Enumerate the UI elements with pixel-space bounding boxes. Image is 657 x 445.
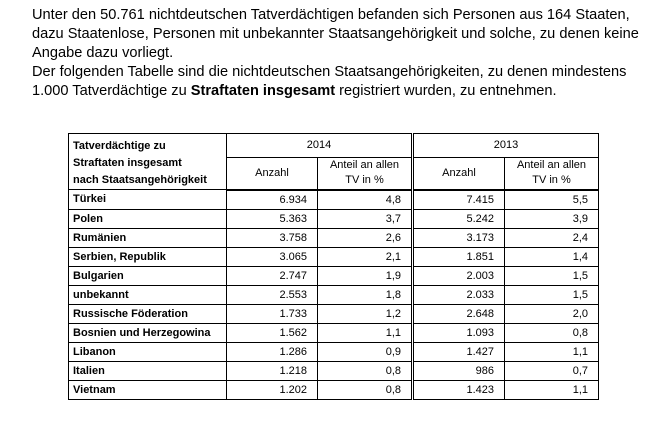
cell: 1,5 xyxy=(504,284,599,305)
cell: 1,1 xyxy=(504,341,599,362)
text: registriert wurden, zu entnehmen. xyxy=(335,83,557,99)
column-header: Anzahl xyxy=(411,156,505,191)
paragraph: Der folgenden Tabelle sind die nichtdeut… xyxy=(32,63,639,101)
cell: 1.286 xyxy=(226,341,318,362)
header-line: TV in % xyxy=(532,174,571,187)
cell: 1,1 xyxy=(504,379,599,400)
cell: 5.363 xyxy=(226,208,318,229)
header-line: TV in % xyxy=(345,174,384,187)
table-row: Russische Föderation 1.733 1,2 2.648 2,0 xyxy=(68,303,599,324)
cell: 5.242 xyxy=(411,208,505,229)
row-label: Russische Föderation xyxy=(68,303,227,324)
header-line: Anteil an allen xyxy=(329,159,400,172)
cell: 1,1 xyxy=(317,322,413,343)
cell: 1.423 xyxy=(411,379,505,400)
text-line: dazu Staatenlose, Personen mit unbekannt… xyxy=(32,26,639,42)
cell: 2.648 xyxy=(411,303,505,324)
row-label: Serbien, Republik xyxy=(68,246,227,267)
cell: 4,8 xyxy=(317,189,413,210)
text: 1.000 Tatverdächtige zu xyxy=(32,83,191,99)
cell: 2.553 xyxy=(226,284,318,305)
row-label: Bosnien und Herzegowina xyxy=(68,322,227,343)
header-line: Anteil an allen xyxy=(516,159,587,172)
header-row: Tatverdächtige zu Straftaten insgesamt nac… xyxy=(68,133,599,190)
row-header: Tatverdächtige zu Straftaten insgesamt nac… xyxy=(68,133,227,190)
cell: 3,9 xyxy=(504,208,599,229)
text-line: Angabe dazu vorliegt. xyxy=(32,45,174,61)
row-label: Rumänien xyxy=(68,227,227,248)
header-line: Straftaten insgesamt xyxy=(73,157,182,169)
cell: 1,9 xyxy=(317,265,413,286)
cell: 1,2 xyxy=(317,303,413,324)
column-header: Anteil an allen TV in % xyxy=(317,156,413,191)
row-label: Türkei xyxy=(68,189,227,210)
text-line: Der folgenden Tabelle sind die nichtdeut… xyxy=(32,64,627,80)
cell: 2.747 xyxy=(226,265,318,286)
column-header: Anzahl xyxy=(226,156,318,191)
year-header: 2014 xyxy=(226,133,413,158)
cell: 1.218 xyxy=(226,360,318,381)
cell: 1.733 xyxy=(226,303,318,324)
cell: 1.202 xyxy=(226,379,318,400)
cell: 2.003 xyxy=(411,265,505,286)
cell: 3.173 xyxy=(411,227,505,248)
cell: 2,0 xyxy=(504,303,599,324)
table-row: Bosnien und Herzegowina 1.562 1,1 1.093 0,8 xyxy=(68,322,599,343)
table-row: Vietnam 1.202 0,8 1.423 1,1 xyxy=(68,379,599,400)
table-row: Polen 5.363 3,7 5.242 3,9 xyxy=(68,208,599,229)
intro-text: Unter den 50.761 nichtdeutschen Tatverdä… xyxy=(32,6,639,101)
cell: 3.758 xyxy=(226,227,318,248)
cell: 1.562 xyxy=(226,322,318,343)
cell: 6.934 xyxy=(226,189,318,210)
cell: 2,6 xyxy=(317,227,413,248)
cell: 0,9 xyxy=(317,341,413,362)
cell: 0,7 xyxy=(504,360,599,381)
table: Tatverdächtige zu Straftaten insgesamt nac… xyxy=(68,133,599,400)
year-header: 2013 xyxy=(411,133,599,158)
cell: 1,4 xyxy=(504,246,599,267)
row-label: unbekannt xyxy=(68,284,227,305)
cell: 1,8 xyxy=(317,284,413,305)
row-label: Vietnam xyxy=(68,379,227,400)
table-row: Italien 1.218 0,8 986 0,7 xyxy=(68,360,599,381)
row-label: Libanon xyxy=(68,341,227,362)
cell: 0,8 xyxy=(317,360,413,381)
cell: 0,8 xyxy=(317,379,413,400)
cell: 1.851 xyxy=(411,246,505,267)
cell: 7.415 xyxy=(411,189,505,210)
column-header: Anteil an allen TV in % xyxy=(504,156,599,191)
cell: 3.065 xyxy=(226,246,318,267)
cell: 0,8 xyxy=(504,322,599,343)
cell: 986 xyxy=(411,360,505,381)
header-line: nach Staatsangehörigkeit xyxy=(73,174,207,186)
cell: 1.093 xyxy=(411,322,505,343)
table-row: Rumänien 3.758 2,6 3.173 2,4 xyxy=(68,227,599,248)
table-row: unbekannt 2.553 1,8 2.033 1,5 xyxy=(68,284,599,305)
table-row: Türkei 6.934 4,8 7.415 5,5 xyxy=(68,189,599,210)
bold-text: Straftaten insgesamt xyxy=(190,83,336,99)
text-line: 1.000 Tatverdächtige zu Straftaten insge… xyxy=(32,82,639,101)
cell: 2,1 xyxy=(317,246,413,267)
paragraph: Unter den 50.761 nichtdeutschen Tatverdä… xyxy=(32,6,639,63)
row-label: Polen xyxy=(68,208,227,229)
cell: 1.427 xyxy=(411,341,505,362)
text-line: Unter den 50.761 nichtdeutschen Tatverdä… xyxy=(32,7,630,23)
cell: 3,7 xyxy=(317,208,413,229)
table-row: Bulgarien 2.747 1,9 2.003 1,5 xyxy=(68,265,599,286)
cell: 2.033 xyxy=(411,284,505,305)
cell: 1,5 xyxy=(504,265,599,286)
table-body: Tatverdächtige zu Straftaten insgesamt nac… xyxy=(68,133,599,400)
row-label: Italien xyxy=(68,360,227,381)
table-row: Libanon 1.286 0,9 1.427 1,1 xyxy=(68,341,599,362)
header-row: Anzahl Anteil an allen TV in % Anzahl Anteil… xyxy=(69,156,599,191)
header-line: Tatverdächtige zu xyxy=(73,140,166,152)
cell: 2,4 xyxy=(504,227,599,248)
table-row: Serbien, Republik 3.065 2,1 1.851 1,4 xyxy=(68,246,599,267)
cell: 5,5 xyxy=(504,189,599,210)
row-label: Bulgarien xyxy=(68,265,227,286)
